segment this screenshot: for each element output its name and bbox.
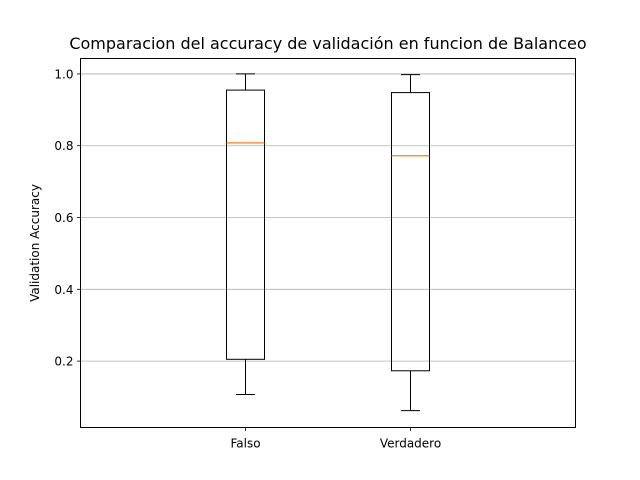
y-tick-label: 0.4 bbox=[54, 283, 73, 297]
x-tick-label: Verdadero bbox=[380, 437, 441, 451]
y-axis-ticks: 0.2 0.4 0.6 0.8 1.0 bbox=[54, 67, 81, 369]
iqr-box bbox=[391, 92, 430, 372]
y-tick-label: 0.8 bbox=[54, 139, 73, 153]
y-tick-label: 0.2 bbox=[54, 355, 73, 369]
x-axis-ticks: Falso Verdadero bbox=[230, 427, 441, 451]
y-axis-label: Validation Accuracy bbox=[28, 184, 42, 302]
boxes bbox=[226, 73, 430, 412]
y-tick-label: 0.6 bbox=[54, 211, 73, 225]
iqr-box bbox=[226, 89, 265, 360]
box-falso bbox=[226, 73, 265, 395]
grid-lines bbox=[80, 73, 576, 362]
plot-frame bbox=[80, 58, 576, 428]
y-tick-label: 1.0 bbox=[54, 67, 73, 81]
chart-title: Comparacion del accuracy de validación e… bbox=[69, 34, 586, 53]
box-verdadero bbox=[391, 74, 430, 412]
x-tick-label: Falso bbox=[230, 437, 260, 451]
